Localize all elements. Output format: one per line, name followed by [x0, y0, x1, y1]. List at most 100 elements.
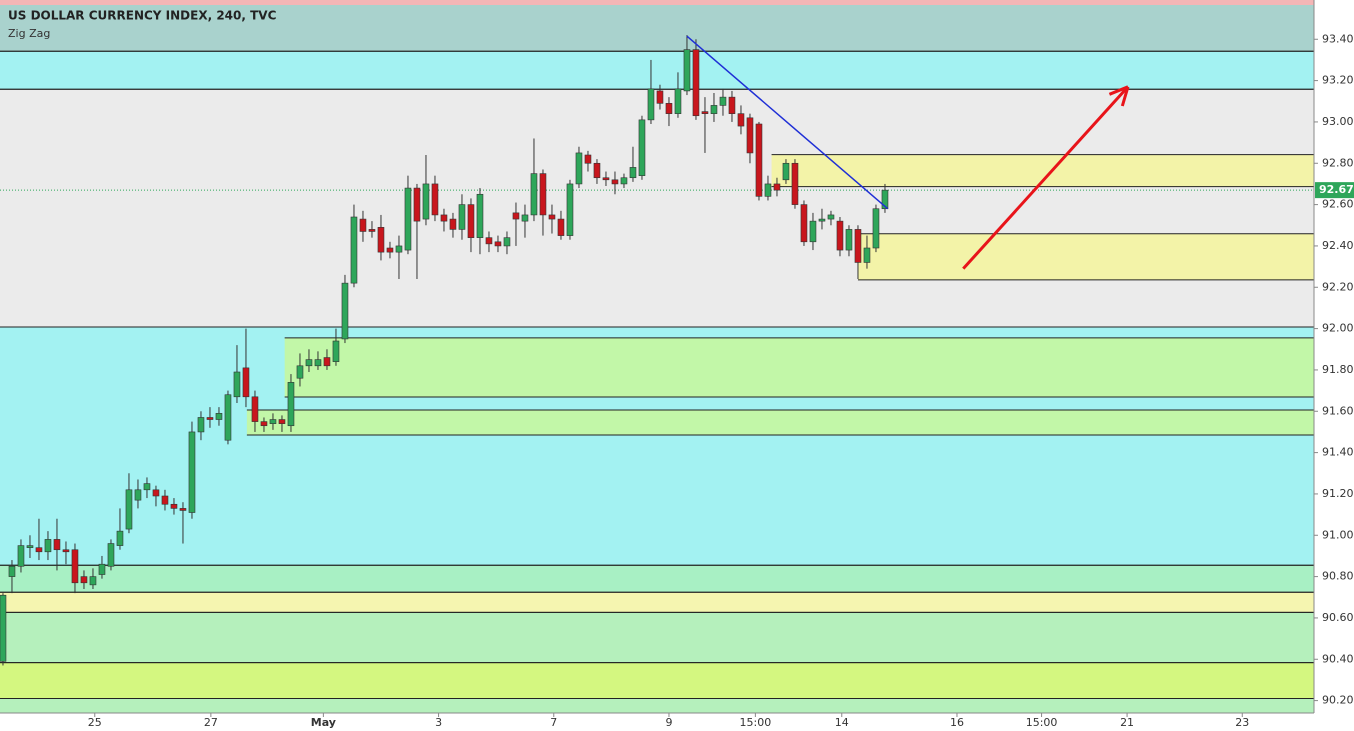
candle-body [584, 154, 592, 164]
zone-band [0, 565, 1314, 593]
candle-body [521, 214, 529, 222]
plot-area [0, 0, 1314, 713]
candle-body [305, 359, 313, 367]
candle-body [629, 167, 637, 179]
zone-band [0, 612, 1314, 663]
y-tick-label: 90.60 [1322, 611, 1354, 624]
candle-body [692, 49, 700, 117]
x-tick-label: 3 [435, 716, 442, 729]
y-tick-label: 93.40 [1322, 32, 1354, 45]
y-tick-label: 92.20 [1322, 280, 1354, 293]
indicator-name: Zig Zag [8, 27, 50, 40]
chart-title: US DOLLAR CURRENCY INDEX, 240, TVC [8, 9, 277, 23]
x-tick-label: 15:00 [1026, 716, 1058, 729]
candle-body [710, 105, 718, 114]
candle-body [737, 113, 745, 127]
candle-body [485, 237, 493, 245]
candle-body [215, 413, 223, 420]
y-tick-label: 90.40 [1322, 652, 1354, 665]
candle-body [620, 177, 628, 185]
candle-body [242, 367, 250, 398]
candle-body [809, 220, 817, 243]
candle-body [197, 417, 205, 433]
candle-body [188, 431, 196, 513]
candle-body [611, 179, 619, 185]
candle-body [323, 357, 331, 367]
zone-band [0, 592, 1314, 613]
candle-body [179, 508, 187, 511]
y-tick-label: 93.00 [1322, 115, 1354, 128]
candle-body [548, 214, 556, 220]
candle-body [791, 162, 799, 205]
candle-body [764, 183, 772, 197]
candle-body [728, 96, 736, 114]
y-tick-label: 91.80 [1322, 363, 1354, 376]
candle-body [98, 563, 106, 575]
candle-body [431, 183, 439, 216]
zone-band [0, 51, 1314, 90]
candle-body [566, 183, 574, 236]
candle-body [845, 229, 853, 251]
x-tick-label: 7 [550, 716, 557, 729]
candle-body [152, 489, 160, 497]
candle-body [863, 247, 871, 263]
zone-box [284, 337, 1314, 398]
candle-body [557, 218, 565, 236]
candle-body [881, 189, 889, 210]
candle-body [458, 204, 466, 230]
zone-band [0, 89, 1314, 327]
candle-body [665, 103, 673, 114]
candle-body [350, 216, 358, 284]
candle-body [269, 419, 277, 424]
x-tick-label: 14 [835, 716, 849, 729]
candle-body [530, 173, 538, 216]
candle-body [206, 417, 214, 420]
candle-body [80, 576, 88, 584]
candle-body [368, 229, 376, 232]
candle-body [872, 208, 880, 249]
candle-body [854, 229, 862, 263]
candle-body [89, 576, 97, 586]
last-price-label: 92.67 [1319, 183, 1354, 196]
x-tick-label: May [311, 716, 336, 729]
candle-body [26, 545, 34, 548]
last-price-badge [1315, 182, 1354, 199]
candle-body [449, 218, 457, 230]
candle-body [440, 214, 448, 222]
candle-body [377, 227, 385, 253]
y-tick-label: 91.00 [1322, 528, 1354, 541]
zone-band [0, 698, 1314, 713]
candle-body [575, 152, 583, 185]
candle-body [422, 183, 430, 220]
candle-body [143, 483, 151, 491]
candle-body [827, 214, 835, 220]
candle-body [782, 162, 790, 181]
x-tick-label: 9 [665, 716, 672, 729]
top-strip [0, 0, 1314, 5]
candle-body [53, 539, 61, 551]
candle-body [251, 396, 259, 422]
candle-body [161, 495, 169, 505]
candle-body [332, 340, 340, 362]
y-tick-label: 91.60 [1322, 404, 1354, 417]
arrow-head [1120, 86, 1130, 107]
x-tick-label: 15:00 [740, 716, 772, 729]
y-tick-label: 91.40 [1322, 446, 1354, 459]
y-tick-label: 92.40 [1322, 239, 1354, 252]
candle-body [8, 565, 16, 577]
candle-body [134, 489, 142, 501]
candle-body [296, 365, 304, 379]
y-tick-label: 92.60 [1322, 198, 1354, 211]
candle-body [116, 530, 124, 546]
x-tick-label: 21 [1120, 716, 1134, 729]
candle-body [287, 382, 295, 427]
candle-body [17, 545, 25, 567]
candle-body [233, 371, 241, 398]
candle-body [0, 594, 7, 662]
x-tick-label: 16 [950, 716, 964, 729]
candle-body [503, 237, 511, 247]
zone-box [857, 233, 1314, 280]
candle-body [602, 177, 610, 181]
candle-body [125, 489, 133, 530]
